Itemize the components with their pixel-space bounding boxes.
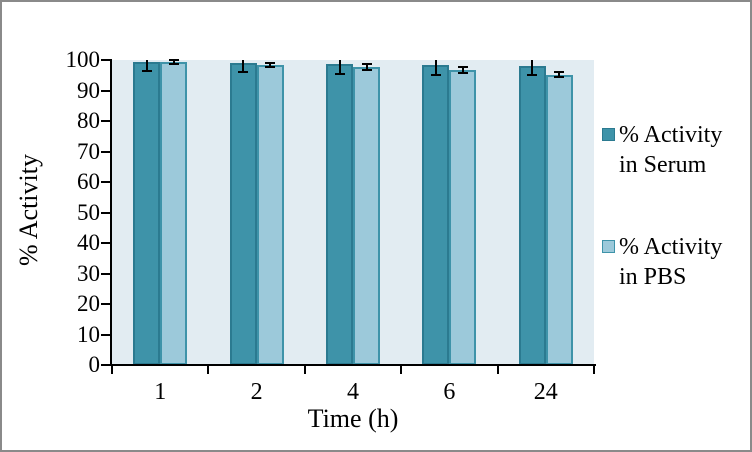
y-tick-mark: [101, 181, 111, 183]
x-axis-line: [109, 364, 596, 366]
bar-serum-2h: [229, 62, 257, 365]
error-bar-line: [365, 63, 368, 71]
y-tick-label: 100: [65, 47, 101, 72]
error-bar-cap-bottom: [527, 74, 538, 77]
y-tick-label: 30: [77, 260, 100, 286]
y-tick-mark: [101, 59, 111, 61]
error-bar-line: [242, 60, 245, 73]
error-bar-cap-bottom: [554, 76, 565, 79]
x-tick-label: 6: [443, 379, 456, 405]
legend: % Activity in Serum % Activity in PBS: [602, 120, 750, 292]
bar-pbs-6h: [449, 69, 477, 365]
y-tick-label: 60: [77, 169, 100, 194]
y-tick-label: 80: [77, 108, 100, 133]
x-tick-label: 1: [154, 379, 167, 405]
y-tick-mark: [101, 120, 111, 122]
x-tick-label: 24: [533, 379, 558, 405]
bar-serum-6h: [422, 65, 450, 365]
error-bar-cap-bottom: [334, 72, 345, 75]
y-tick-mark: [101, 333, 111, 336]
legend-label-serum: % Activity in Serum: [619, 122, 723, 178]
x-tick-mark: [496, 364, 499, 374]
y-tick-label: 10: [77, 321, 100, 347]
legend-entry-serum: % Activity in Serum: [602, 120, 750, 180]
error-bar-cap-bottom: [238, 71, 249, 74]
error-bar-line: [531, 60, 534, 76]
y-tick-mark: [101, 242, 111, 244]
bar-pbs-2h: [256, 65, 284, 365]
y-tick-mark: [101, 303, 111, 305]
x-tick-mark: [303, 364, 306, 374]
bar-pbs-1h: [160, 62, 188, 365]
y-tick-label: 0: [88, 352, 101, 377]
error-bar-cap-top: [265, 62, 276, 65]
error-bar-cap-bottom: [168, 63, 179, 66]
legend-label-pbs: % Activity in PBS: [619, 234, 723, 290]
error-bar-line: [434, 60, 437, 75]
x-tick-label: 4: [347, 379, 359, 405]
error-bar-cap-bottom: [361, 69, 372, 72]
error-bar-cap-top: [457, 66, 468, 68]
x-axis-title: Time (h): [307, 404, 399, 433]
error-bar-cap-bottom: [457, 71, 468, 74]
bar-serum-4h: [326, 63, 353, 365]
bar-serum-24h: [518, 66, 546, 365]
error-bar-line: [461, 67, 464, 73]
error-bar-cap-bottom: [141, 69, 152, 72]
error-bar-line: [172, 60, 175, 65]
y-tick-label: 40: [77, 230, 100, 255]
y-tick-mark: [101, 364, 111, 366]
y-tick-label: 90: [77, 77, 100, 103]
x-tick-mark: [111, 364, 113, 374]
x-tick-mark: [400, 364, 403, 374]
y-tick-label: 50: [77, 199, 100, 225]
legend-swatch-pbs-icon: [602, 240, 615, 253]
y-tick-label: 70: [77, 138, 100, 164]
x-tick-label: 2: [250, 379, 263, 405]
x-tick-mark: [593, 364, 595, 374]
y-tick-mark: [101, 150, 111, 153]
y-tick-mark: [101, 272, 111, 275]
legend-entry-pbs: % Activity in PBS: [602, 232, 750, 292]
y-tick-label: 20: [77, 291, 100, 316]
bar-pbs-24h: [545, 74, 573, 365]
error-bar-cap-top: [361, 62, 372, 65]
error-bar-cap-top: [168, 59, 179, 61]
error-bar-line: [558, 71, 561, 78]
error-bar-line: [269, 63, 272, 68]
error-bar-cap-top: [554, 70, 565, 73]
legend-swatch-serum-icon: [602, 128, 615, 141]
y-axis-line: [110, 59, 112, 366]
error-bar-cap-bottom: [430, 73, 441, 76]
bar-serum-1h: [133, 62, 161, 365]
y-axis-title: % Activity: [14, 154, 43, 266]
error-bar-line: [145, 60, 148, 71]
x-tick-mark: [207, 364, 210, 374]
bar-pbs-4h: [353, 67, 380, 365]
y-tick-mark: [101, 89, 111, 92]
error-bar-cap-bottom: [265, 66, 276, 69]
y-tick-mark: [101, 211, 111, 214]
error-bar-line: [338, 60, 341, 74]
